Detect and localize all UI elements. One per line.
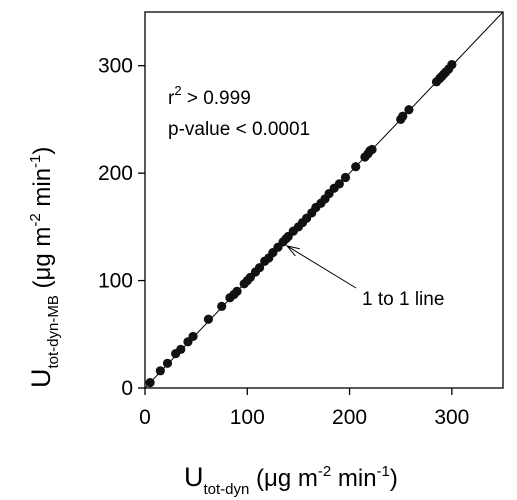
- x-tick-label: 0: [139, 406, 151, 429]
- r-squared-annotation: r2 > 0.999: [168, 83, 251, 109]
- x-tick-label: 100: [230, 406, 265, 429]
- data-point: [176, 344, 186, 354]
- data-point: [217, 301, 227, 311]
- plot-area: 0 100 200 300 0 100 200 300: [98, 11, 504, 429]
- data-point: [145, 378, 155, 388]
- data-point: [203, 314, 214, 324]
- data-point: [155, 366, 165, 376]
- p-value-annotation: p-value < 0.0001: [168, 119, 310, 140]
- data-point: [340, 172, 351, 183]
- data-point: [188, 331, 198, 342]
- data-point: [334, 179, 344, 189]
- y-tick-label: 0: [121, 377, 133, 400]
- data-point: [367, 144, 377, 155]
- one-to-one-line-label: 1 to 1 line: [362, 289, 444, 310]
- y-axis-title: Utot-dyn-MB (μg m-2 min-1): [26, 147, 62, 388]
- x-axis-title: Utot-dyn (μg m-2 min-1): [184, 462, 398, 498]
- data-point: [447, 60, 457, 70]
- y-tick-label: 200: [98, 162, 133, 185]
- data-point: [404, 105, 414, 115]
- pointer-arrow-shaft: [286, 245, 357, 289]
- x-tick-label: 200: [332, 406, 367, 429]
- data-point: [162, 358, 173, 368]
- data-point: [254, 263, 265, 273]
- data-point: [351, 162, 361, 172]
- data-points: [145, 60, 457, 388]
- data-point: [232, 286, 242, 296]
- y-tick-label: 300: [98, 55, 133, 78]
- pointer-arrow-head: [285, 245, 300, 257]
- data-point: [398, 111, 408, 121]
- y-tick-label: 100: [98, 270, 133, 293]
- x-tick-label: 300: [434, 406, 469, 429]
- plot-frame: [144, 11, 504, 389]
